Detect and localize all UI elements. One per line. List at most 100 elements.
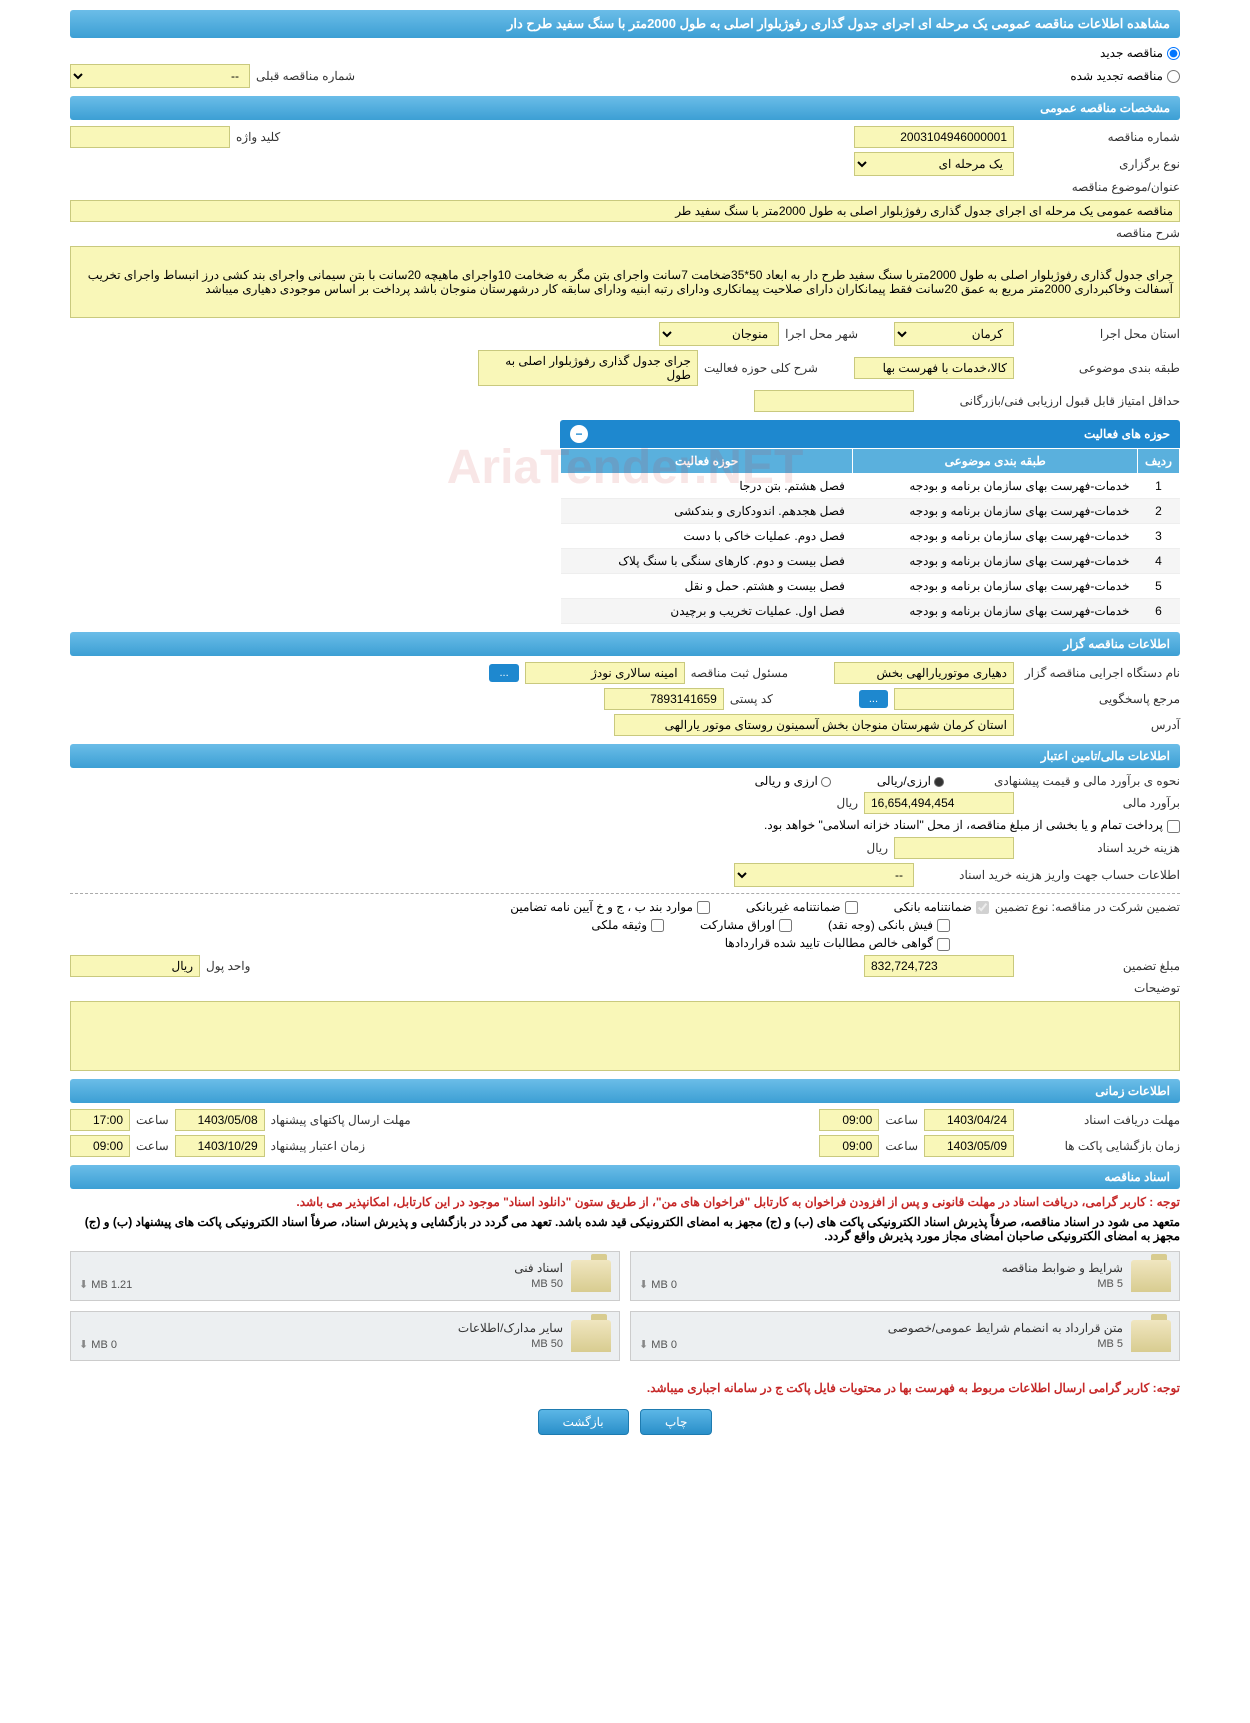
row-cat: خدمات-فهرست بهای سازمان برنامه و بودجه [853,524,1138,549]
payment-checkbox[interactable] [1167,820,1180,833]
bid-validity-label: زمان اعتبار پیشنهاد [271,1139,365,1153]
province-label: استان محل اجرا [1020,327,1180,341]
doc-info: سایر مدارک/اطلاعات 50 MB 0 MB ⬇ [79,1321,563,1351]
doc-card[interactable]: اسناد فنی 50 MB 1.21 MB ⬇ [70,1251,620,1301]
g3-checkbox[interactable] [697,901,710,914]
purchase-cost-label: هزینه خرید اسناد [1020,841,1180,855]
currency-option[interactable]: ارزی و ریالی [755,774,831,788]
g2-option[interactable]: ضمانتنامه غیربانکی [746,900,858,914]
estimate-field: 16,654,494,454 [864,792,1014,814]
back-button[interactable]: بازگشت [538,1409,629,1435]
doc-info: اسناد فنی 50 MB 1.21 MB ⬇ [79,1261,563,1291]
keyword-field[interactable] [70,126,230,148]
min-score-field[interactable] [754,390,914,412]
new-tender-option[interactable]: مناقصه جدید [1100,46,1180,60]
address-label: آدرس [1020,718,1180,732]
g3-option[interactable]: موارد بند ب ، ج و خ آیین نامه تضامین [510,900,710,914]
row-field: فصل اول. عملیات تخریب و برچیدن [561,599,853,624]
g5-checkbox[interactable] [779,919,792,932]
notes-field[interactable] [70,1001,1180,1071]
renewed-tender-radio[interactable] [1167,70,1180,83]
g4-checkbox[interactable] [937,919,950,932]
notes-label: توضیحات [1020,981,1180,995]
g4-option[interactable]: فیش بانکی (وجه نقد) [828,918,950,932]
packet-send-label: مهلت ارسال پاکتهای پیشنهاد [271,1113,411,1127]
payment-note-check[interactable]: پرداخت تمام و یا بخشی از مبلغ مناقصه، از… [764,818,1180,832]
prev-tender-select[interactable]: -- [70,64,250,88]
section-tenderer: اطلاعات مناقصه گزار [70,632,1180,656]
divider [70,893,1180,894]
doc-title: متن قرارداد به انضمام شرایط عمومی/خصوصی [639,1321,1123,1335]
row-field: فصل هجدهم. اندودکاری و بندکشی [561,499,853,524]
guarantee-amount-label: مبلغ تضمین [1020,959,1180,973]
method-label: نحوه ی برآورد مالی و قیمت پیشنهادی [950,774,1180,788]
reference-field[interactable] [894,688,1014,710]
doc-card[interactable]: شرایط و ضوابط مناقصه 5 MB 0 MB ⬇ [630,1251,1180,1301]
activity-desc-label: شرح کلی حوزه فعالیت [704,361,818,375]
doc-size: 0 MB ⬇ [639,1338,677,1351]
doc-title: سایر مدارک/اطلاعات [79,1321,563,1335]
city-select[interactable]: منوجان [659,322,779,346]
tender-number-field: 2003104946000001 [854,126,1014,148]
collapse-icon[interactable]: − [570,425,588,443]
table-row: 3خدمات-فهرست بهای سازمان برنامه و بودجهف… [561,524,1180,549]
doc-title: اسناد فنی [79,1261,563,1275]
new-tender-radio[interactable] [1167,47,1180,60]
renewed-tender-label: مناقصه تجدید شده [1070,69,1163,83]
desc-field: جرای جدول گذاری رفوژبلوار اصلی به طول 20… [70,246,1180,318]
purchase-cost-field[interactable] [894,837,1014,859]
activities-table: ردیف طبقه بندی موضوعی حوزه فعالیت 1خدمات… [560,448,1180,624]
doc-size: 0 MB ⬇ [79,1338,117,1351]
postcode-label: کد پستی [730,692,773,706]
g1-option[interactable]: ضمانتنامه بانکی [894,900,989,914]
org-field: دهیاری موتوریارالهی بخش [834,662,1014,684]
doc-max: 50 MB [531,1338,563,1351]
packet-send-date: 1403/05/08 [175,1109,265,1131]
g7-option[interactable]: گواهی خالص مطالبات تایید شده قراردادها [725,936,950,950]
reference-more-button[interactable]: ... [859,690,888,708]
g1-checkbox [976,901,989,914]
time-word-1: ساعت [885,1113,918,1127]
download-icon: ⬇ [79,1339,88,1351]
doc-note-3: توجه: کاربر گرامی ارسال اطلاعات مربوط به… [70,1381,1180,1395]
renewed-tender-option[interactable]: مناقصه تجدید شده [1070,69,1180,83]
new-tender-label: مناقصه جدید [1100,46,1163,60]
g4-label: فیش بانکی (وجه نقد) [828,918,933,932]
g2-checkbox[interactable] [845,901,858,914]
rial-option[interactable]: ارزی/ریالی [877,774,944,788]
g6-label: وثیقه ملکی [591,918,647,932]
doc-size: 1.21 MB ⬇ [79,1278,132,1291]
responsible-field: امینه سالاری نودژ [525,662,685,684]
g6-option[interactable]: وثیقه ملکی [591,918,664,932]
doc-max: 5 MB [1097,1278,1123,1291]
download-icon: ⬇ [639,1279,648,1291]
province-select[interactable]: کرمان [894,322,1014,346]
doc-card[interactable]: متن قرارداد به انضمام شرایط عمومی/خصوصی … [630,1311,1180,1361]
print-button[interactable]: چاپ [640,1409,712,1435]
th-field: حوزه فعالیت [561,449,853,474]
packet-open-label: زمان بازگشایی پاکت ها [1020,1139,1180,1153]
section-financial: اطلاعات مالی/تامین اعتبار [70,744,1180,768]
row-field: فصل دوم. عملیات خاکی با دست [561,524,853,549]
table-row: 4خدمات-فهرست بهای سازمان برنامه و بودجهف… [561,549,1180,574]
estimate-unit: ریال [836,796,858,810]
activities-table-title: حوزه های فعالیت − [560,420,1180,448]
download-icon: ⬇ [639,1339,648,1351]
g5-option[interactable]: اوراق مشارکت [700,918,792,932]
row-num: 2 [1138,499,1180,524]
row-cat: خدمات-فهرست بهای سازمان برنامه و بودجه [853,499,1138,524]
money-unit-field: ریال [70,955,200,977]
g6-checkbox[interactable] [651,919,664,932]
city-label: شهر محل اجرا [785,327,858,341]
doc-size: 0 MB ⬇ [639,1278,677,1291]
category-field: کالا،خدمات با فهرست بها [854,357,1014,379]
packet-open-date: 1403/05/09 [924,1135,1014,1157]
responsible-more-button[interactable]: ... [489,664,518,682]
g2-label: ضمانتنامه غیربانکی [746,900,841,914]
doc-card[interactable]: سایر مدارک/اطلاعات 50 MB 0 MB ⬇ [70,1311,620,1361]
g7-checkbox[interactable] [937,938,950,951]
bid-validity-time: 09:00 [70,1135,130,1157]
account-select[interactable]: -- [734,863,914,887]
holding-type-select[interactable]: یک مرحله ای [854,152,1014,176]
doc-title: شرایط و ضوابط مناقصه [639,1261,1123,1275]
